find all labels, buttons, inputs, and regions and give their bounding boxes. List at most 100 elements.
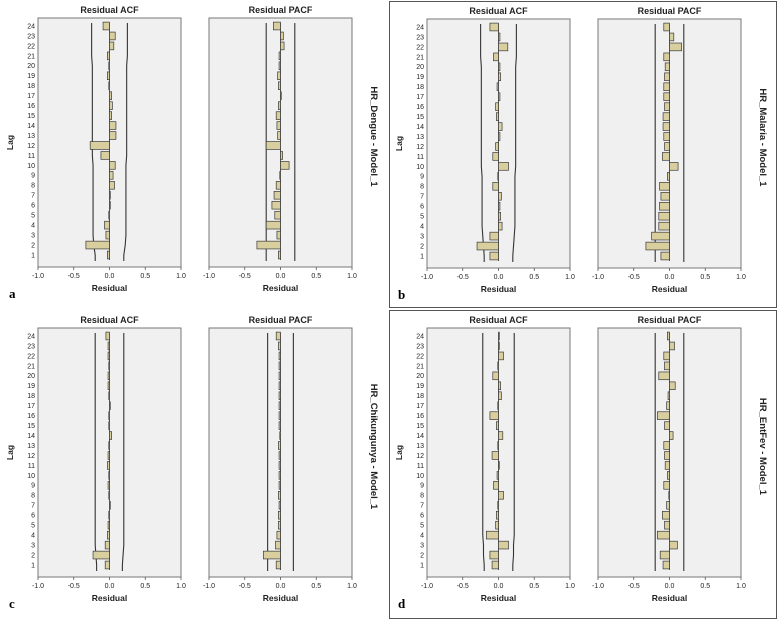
- pacf-bar-lag-11: [664, 461, 670, 470]
- lag-tick-label: 22: [27, 43, 35, 50]
- acf-bar-lag-18: [108, 81, 110, 90]
- acf-bar-lag-20: [498, 62, 501, 72]
- pacf-bar-lag-12: [265, 141, 281, 150]
- lag-tick-label: 14: [416, 433, 424, 440]
- pacf-bar-lag-1: [660, 251, 670, 261]
- lag-tick-label: 18: [27, 393, 35, 400]
- pacf-bar-lag-4: [658, 221, 670, 231]
- acf-bar-lag-9: [109, 171, 114, 180]
- x-tick-label: 0.5: [311, 583, 321, 590]
- acf-bar-lag-8: [109, 181, 115, 190]
- pacf-bar-lag-19: [664, 72, 670, 82]
- lag-tick-label: 3: [420, 233, 424, 240]
- x-tick-label: 0.0: [105, 273, 115, 280]
- pacf-bar-lag-1: [275, 560, 281, 570]
- lag-tick-label: 10: [27, 163, 35, 170]
- pacf-plot: Residual PACF -1.0 -0.5 0.0 0.5 1.0 Residual: [592, 6, 746, 294]
- acf-bar-lag-6: [496, 510, 499, 520]
- pacf-bar-lag-14: [279, 431, 281, 440]
- lag-tick-label: 21: [27, 363, 35, 370]
- x-axis-label: Residual: [652, 284, 687, 294]
- acf-plot: Residual ACF-1.0 -0.5 0.0 0.5 1.0Residual123…: [394, 6, 575, 294]
- acf-bar-lag-5: [498, 211, 501, 221]
- lag-tick-label: 1: [420, 253, 424, 260]
- lag-tick-label: 17: [27, 93, 35, 100]
- pacf-bar-lag-24: [273, 21, 281, 31]
- x-tick-label: 0.0: [494, 274, 504, 281]
- lag-tick-label: 7: [420, 194, 424, 201]
- acf-bar-lag-16: [495, 102, 499, 111]
- x-tick-label: 0.0: [276, 273, 286, 280]
- lag-tick-label: 10: [416, 473, 424, 480]
- lag-tick-label: 20: [27, 373, 35, 380]
- acf-bar-lag-24: [498, 331, 500, 341]
- acf-bar-lag-16: [108, 411, 110, 420]
- lag-tick-label: 24: [27, 23, 35, 30]
- lag-tick-label: 13: [27, 133, 35, 140]
- pacf-bar-lag-6: [278, 510, 281, 520]
- pacf-bar-lag-2: [659, 550, 670, 560]
- acf-bar-lag-16: [489, 411, 499, 420]
- pacf-bar-lag-12: [664, 451, 670, 460]
- acf-bar-lag-18: [498, 391, 502, 400]
- lag-tick-label: 15: [416, 423, 424, 430]
- pacf-bar-lag-8: [278, 491, 281, 500]
- lag-tick-label: 22: [416, 44, 424, 51]
- x-axis-label: Residual: [652, 593, 687, 603]
- pacf-bar-lag-7: [666, 501, 670, 510]
- model-label: HR_EntFev - Model_1: [757, 398, 768, 496]
- acf-bar-lag-12: [107, 451, 110, 460]
- pacf-bar-lag-16: [278, 411, 281, 420]
- x-tick-label: 1.0: [565, 274, 575, 281]
- pacf-bar-lag-2: [262, 550, 281, 560]
- pacf-bar-lag-14: [669, 431, 674, 440]
- pacf-bar-lag-23: [669, 32, 675, 42]
- acf-bar-lag-1: [107, 250, 110, 260]
- model-label: HR_Malaria - Model_1: [757, 88, 768, 187]
- lag-tick-label: 11: [28, 463, 35, 470]
- acf-bar-lag-14: [109, 431, 112, 440]
- pacf-bar-lag-4: [265, 220, 281, 230]
- lag-tick-label: 12: [27, 143, 35, 150]
- acf-bar-lag-15: [108, 421, 110, 430]
- acf-bar-lag-8: [498, 491, 504, 500]
- x-axis-label: Residual: [481, 593, 516, 603]
- pacf-bar-lag-13: [277, 131, 281, 140]
- lag-tick-label: 13: [27, 443, 35, 450]
- acf-bar-lag-9: [493, 481, 499, 490]
- y-axis-label: Lag: [394, 136, 404, 151]
- pacf-bar-lag-18: [278, 391, 281, 400]
- x-tick-label: 0.5: [311, 273, 321, 280]
- acf-bar-lag-13: [498, 132, 501, 141]
- lag-tick-label: 19: [27, 383, 35, 390]
- x-tick-label: 0.5: [140, 583, 150, 590]
- lag-tick-label: 5: [420, 523, 424, 530]
- lag-tick-label: 19: [416, 74, 424, 81]
- acf-bar-lag-16: [109, 101, 113, 110]
- lag-tick-label: 2: [420, 552, 424, 559]
- lower-confidence-limit: [482, 333, 485, 571]
- x-tick-label: -1.0: [32, 273, 44, 280]
- x-tick-label: -1.0: [421, 583, 433, 590]
- pacf-bar-lag-20: [278, 61, 281, 71]
- acf-bar-lag-21: [493, 52, 499, 62]
- lag-tick-label: 8: [31, 493, 35, 500]
- pacf-bar-lag-4: [276, 530, 281, 540]
- panel-d: Residual ACF-1.0 -0.5 0.0 0.5 1.0Residual123…: [389, 310, 777, 619]
- pacf-bar-lag-2: [645, 241, 670, 251]
- lag-tick-label: 8: [31, 183, 35, 190]
- lag-tick-label: 9: [420, 483, 424, 490]
- acf-bar-lag-4: [485, 530, 499, 540]
- acf-title: Residual ACF: [80, 5, 139, 15]
- acf-bar-lag-12: [491, 451, 499, 460]
- pacf-bar-lag-21: [278, 361, 281, 371]
- acf-bar-lag-1: [491, 560, 499, 570]
- pacf-bar-lag-22: [663, 351, 670, 361]
- lag-tick-label: 3: [31, 232, 35, 239]
- lag-tick-label: 23: [27, 33, 35, 40]
- lag-tick-label: 24: [27, 333, 35, 340]
- acf-title: Residual ACF: [469, 315, 528, 325]
- pacf-bar-lag-24: [667, 331, 670, 341]
- pacf-bar-lag-10: [280, 161, 290, 170]
- lag-tick-label: 10: [416, 164, 424, 171]
